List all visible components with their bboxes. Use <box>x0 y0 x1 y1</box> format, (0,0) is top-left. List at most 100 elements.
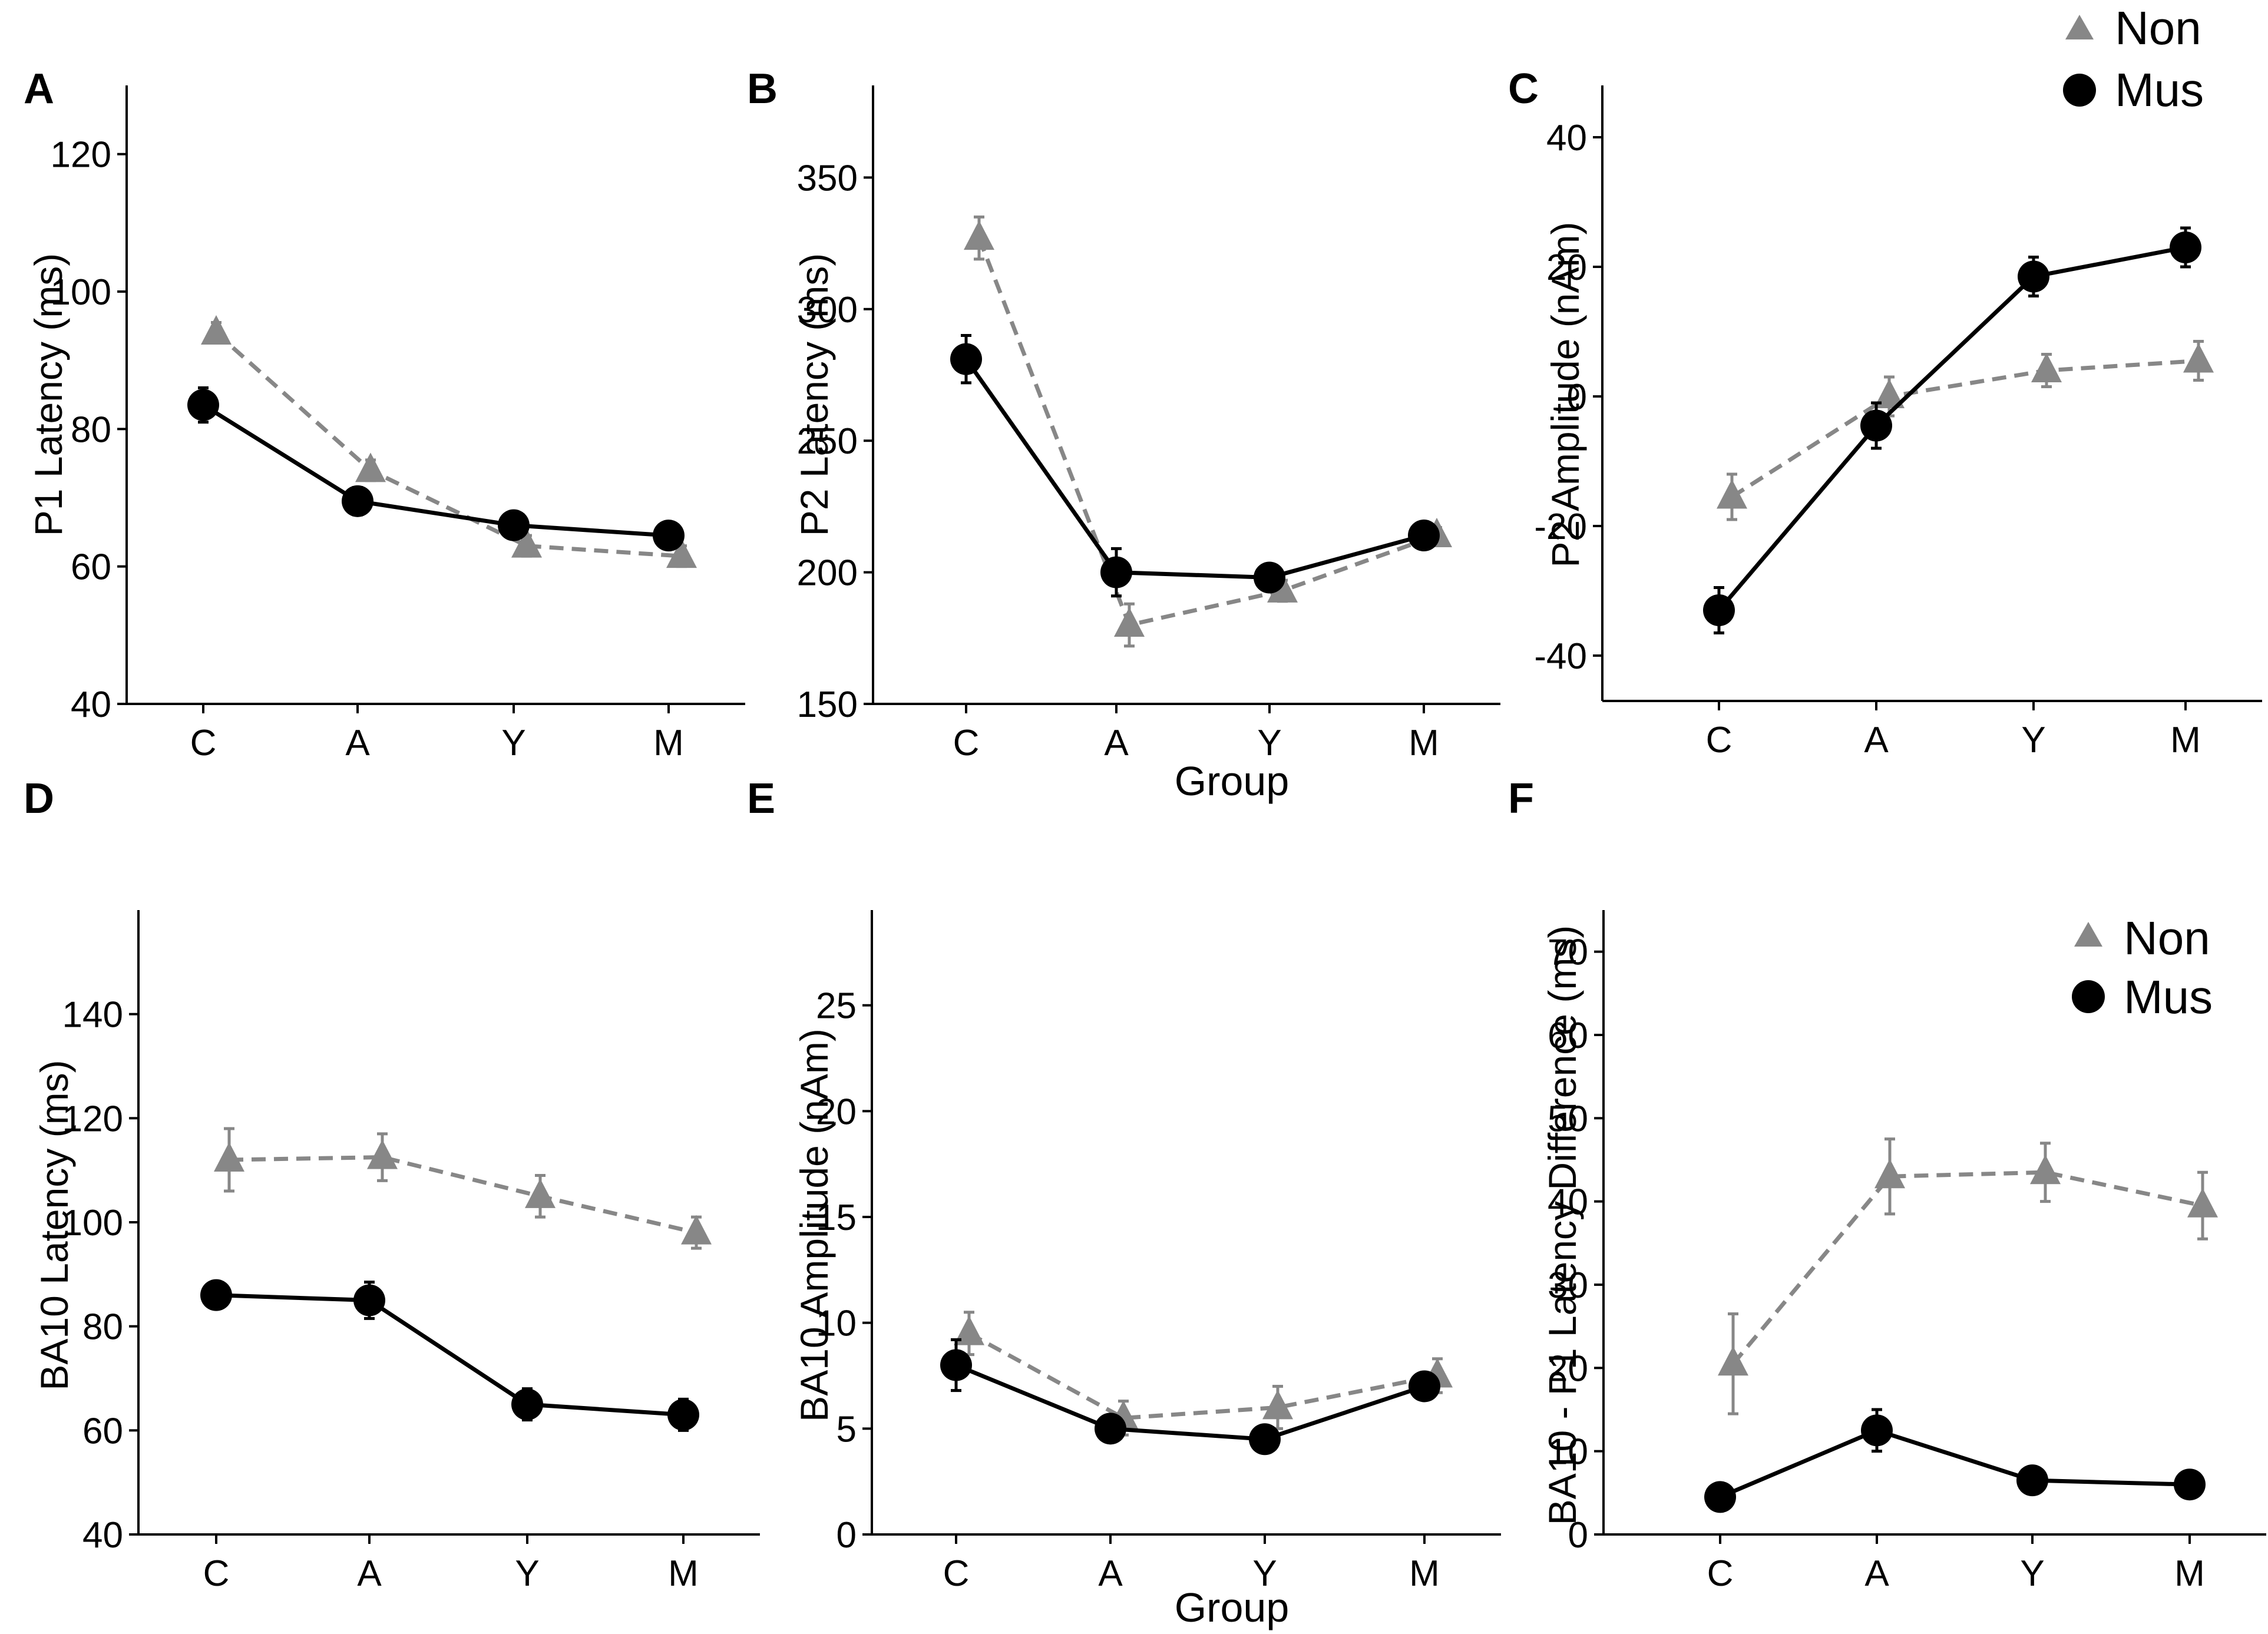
panel-e-series-non-point <box>954 1315 984 1345</box>
panel-b-series-mus-point <box>1254 561 1285 594</box>
panel-a-series-mus-line <box>202 403 669 538</box>
panel-c-series-mus-point <box>1860 409 1892 442</box>
panel-a-series-mus <box>187 386 685 552</box>
panel-d-series-mus <box>200 1279 699 1432</box>
panel-f-y-tick-label: 10 <box>1548 1432 1588 1473</box>
panel-c-y-tick-label: 0 <box>1567 377 1587 418</box>
panel-b-series-non-point <box>964 220 994 250</box>
panel-f-y-label: BA10 - P1 Latency Difference (ms) <box>1540 925 1584 1526</box>
panel-f-series-non-point <box>2187 1188 2218 1218</box>
panel-f-y-tick-label: 0 <box>1568 1515 1588 1556</box>
panel-e-y-tick-label: 20 <box>816 1091 857 1132</box>
panel-f-y-tick-label: 60 <box>1548 1016 1588 1056</box>
panel-b-letter: B <box>747 65 778 113</box>
panel-a: A 40 60 80 100 120 C A Y M P1 Latency (ms) <box>24 65 745 763</box>
legend-bottom-non-marker <box>2074 922 2102 947</box>
legend-bottom-non-label: Non <box>2124 912 2210 964</box>
panel-e-y-tick-label: 0 <box>837 1515 857 1556</box>
panel-d-series-non-line <box>229 1155 697 1235</box>
panel-d-x-tick-label: M <box>668 1553 699 1594</box>
panel-b-series-non-point <box>1114 607 1145 637</box>
panel-e-x-tick-label: Y <box>1252 1553 1277 1594</box>
panel-c-series-non-point <box>1874 379 1905 408</box>
panel-d: D 40 60 80 100 120 140 C A Y M BA10 Latency (ms) <box>24 775 760 1594</box>
panel-e-x-tick-label: C <box>943 1553 970 1594</box>
panel-a-series-non <box>201 315 697 568</box>
legend-bottom: Non Mus <box>2072 912 2213 1023</box>
panel-b-y-tick-label: 200 <box>797 553 858 594</box>
panel-b-y-tick-label: 250 <box>797 421 858 462</box>
panel-a-series-non-point <box>511 528 542 558</box>
panel-e-series-non-point <box>1262 1390 1293 1420</box>
panel-c-x-tick-label: C <box>1706 720 1733 760</box>
panel-d-x-tick-label: A <box>357 1553 382 1594</box>
panel-f-series-mus-point <box>1861 1414 1893 1447</box>
panel-e-x-tick-label: A <box>1098 1553 1123 1594</box>
legend-top-mus-label: Mus <box>2115 64 2204 116</box>
panel-f-series-mus-point <box>2016 1464 2048 1497</box>
panel-c-y-tick-label: -40 <box>1534 636 1587 677</box>
panel-f: F 0 10 20 30 40 50 60 70 C A Y M BA10 - P1 Latency Di… <box>1508 775 2266 1594</box>
panel-d-series-mus-point <box>200 1279 232 1311</box>
panel-d-y-tick-label: 40 <box>82 1515 123 1556</box>
panel-d-series-non-point <box>681 1215 712 1245</box>
panel-b-series-non-point <box>1267 573 1298 603</box>
panel-e-series-mus-line <box>955 1363 1426 1441</box>
panel-e-series-mus-point <box>1409 1370 1440 1403</box>
panel-f-series-non-point <box>2030 1155 2061 1185</box>
panel-e-y-tick-label: 25 <box>816 986 857 1027</box>
panel-c-x-tick-label: A <box>1864 720 1889 760</box>
panel-a-y-tick-label: 120 <box>51 135 111 176</box>
panel-e-y-label: BA10 Amplitude (nAm) <box>792 1028 836 1422</box>
panel-d-x-tick-label: Y <box>515 1553 539 1594</box>
panel-e-series-mus <box>940 1338 1440 1456</box>
panel-b-series-mus <box>950 333 1440 598</box>
legend-bottom-mus-label: Mus <box>2124 971 2213 1023</box>
panel-f-series-mus-point <box>1704 1481 1736 1513</box>
panel-b-series-non-line <box>977 237 1438 628</box>
panel-d-series-mus-line <box>216 1293 684 1417</box>
panel-c-y-tick-label: 20 <box>1546 247 1587 288</box>
panel-a-y-tick-label: 100 <box>51 272 111 313</box>
panel-a-series-non-line <box>214 331 682 558</box>
panel-b-series-mus-point <box>1408 520 1440 552</box>
panel-a-series-non-point <box>201 315 232 345</box>
panel-e-series-non-line <box>968 1331 1438 1420</box>
panel-a-y-tick-label: 60 <box>71 547 111 588</box>
panel-a-y-label: P1 Latency (ms) <box>27 253 70 537</box>
panel-f-y-tick-label: 70 <box>1548 932 1588 973</box>
panel-b-x-tick-label: C <box>953 723 980 763</box>
panel-f-series-non-line <box>1731 1170 2203 1365</box>
panel-c-series-mus-line <box>1717 245 2186 612</box>
legend-top-mus-marker <box>2063 74 2096 107</box>
panel-c-series-mus-point <box>1703 594 1735 626</box>
panel-c-series-non <box>1717 340 2214 521</box>
panel-b-series-mus-line <box>964 358 1424 580</box>
panel-a-series-mus-point <box>342 485 373 517</box>
panel-a-x-tick-label: A <box>345 723 370 763</box>
panel-d-y-tick-label: 60 <box>82 1411 123 1451</box>
panel-a-x-tick-label: C <box>190 723 217 763</box>
panel-d-series-non <box>214 1127 712 1250</box>
panel-a-series-non-point <box>355 452 386 482</box>
panel-f-y-tick-label: 30 <box>1548 1265 1588 1306</box>
panel-c-x-tick-label: M <box>2170 720 2201 760</box>
panel-d-series-mus-point <box>353 1284 385 1317</box>
legend-top-non-marker <box>2065 15 2094 39</box>
panel-e-y-tick-label: 5 <box>837 1409 857 1450</box>
panel-d-y-label: BA10 Latency (ms) <box>32 1060 76 1390</box>
panel-f-series-non <box>1718 1137 2218 1415</box>
panel-d-series-non-point <box>367 1139 398 1169</box>
panel-b-series-mus-point <box>950 343 982 375</box>
panel-a-letter: A <box>24 65 54 113</box>
panel-f-series-mus-line <box>1719 1428 2190 1499</box>
panel-c-series-non-line <box>1731 359 2199 499</box>
panel-b-x-tick-label: Y <box>1257 723 1281 763</box>
panel-f-x-tick-label: Y <box>2020 1553 2044 1594</box>
panel-e-y-tick-label: 15 <box>816 1198 857 1238</box>
panel-b-x-tick-label: M <box>1409 723 1439 763</box>
panel-d-x-tick-label: C <box>203 1553 230 1594</box>
panel-d-series-non-point <box>525 1178 556 1208</box>
panel-a-y-tick-label: 40 <box>71 684 111 725</box>
panel-c-x-tick-label: Y <box>2021 720 2045 760</box>
